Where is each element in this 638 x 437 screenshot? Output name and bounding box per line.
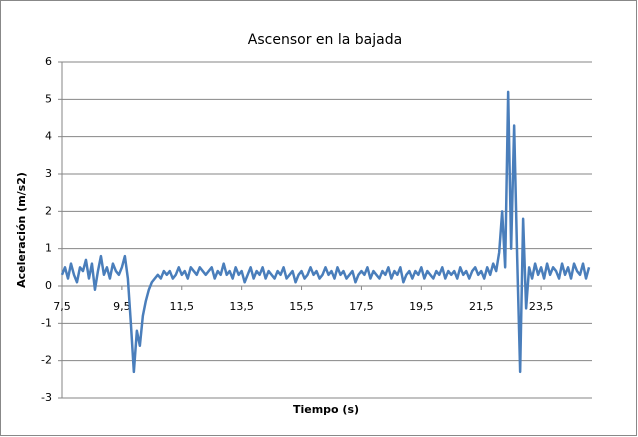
y-tick-label: 2 xyxy=(45,204,52,217)
x-tick-label: 23,5 xyxy=(529,300,554,313)
x-tick-label: 21,5 xyxy=(469,300,494,313)
y-tick-label: -1 xyxy=(41,316,52,329)
x-tick-label: 13,5 xyxy=(229,300,254,313)
y-tick-label: -2 xyxy=(41,354,52,367)
x-tick-label: 9,5 xyxy=(113,300,131,313)
y-tick-label: 4 xyxy=(45,130,52,143)
data-line xyxy=(60,90,591,374)
chart-title: Ascensor en la bajada xyxy=(248,32,402,48)
x-axis-title: Tiempo (s) xyxy=(293,403,359,416)
x-tick-label: 19,5 xyxy=(409,300,434,313)
y-tick-label: 1 xyxy=(45,242,52,255)
y-tick-label: 6 xyxy=(45,55,52,68)
x-tick-label: 7,5 xyxy=(53,300,71,313)
y-tick-label: 0 xyxy=(45,279,52,292)
y-tick-label: -3 xyxy=(41,391,52,404)
x-tick-label: 11,5 xyxy=(170,300,195,313)
x-tick-label: 17,5 xyxy=(349,300,374,313)
x-tick-label: 15,5 xyxy=(289,300,314,313)
y-axis-title: Aceleración (m/s2) xyxy=(15,172,28,288)
y-tick-label: 5 xyxy=(45,92,52,105)
y-tick-label: 3 xyxy=(45,167,52,180)
